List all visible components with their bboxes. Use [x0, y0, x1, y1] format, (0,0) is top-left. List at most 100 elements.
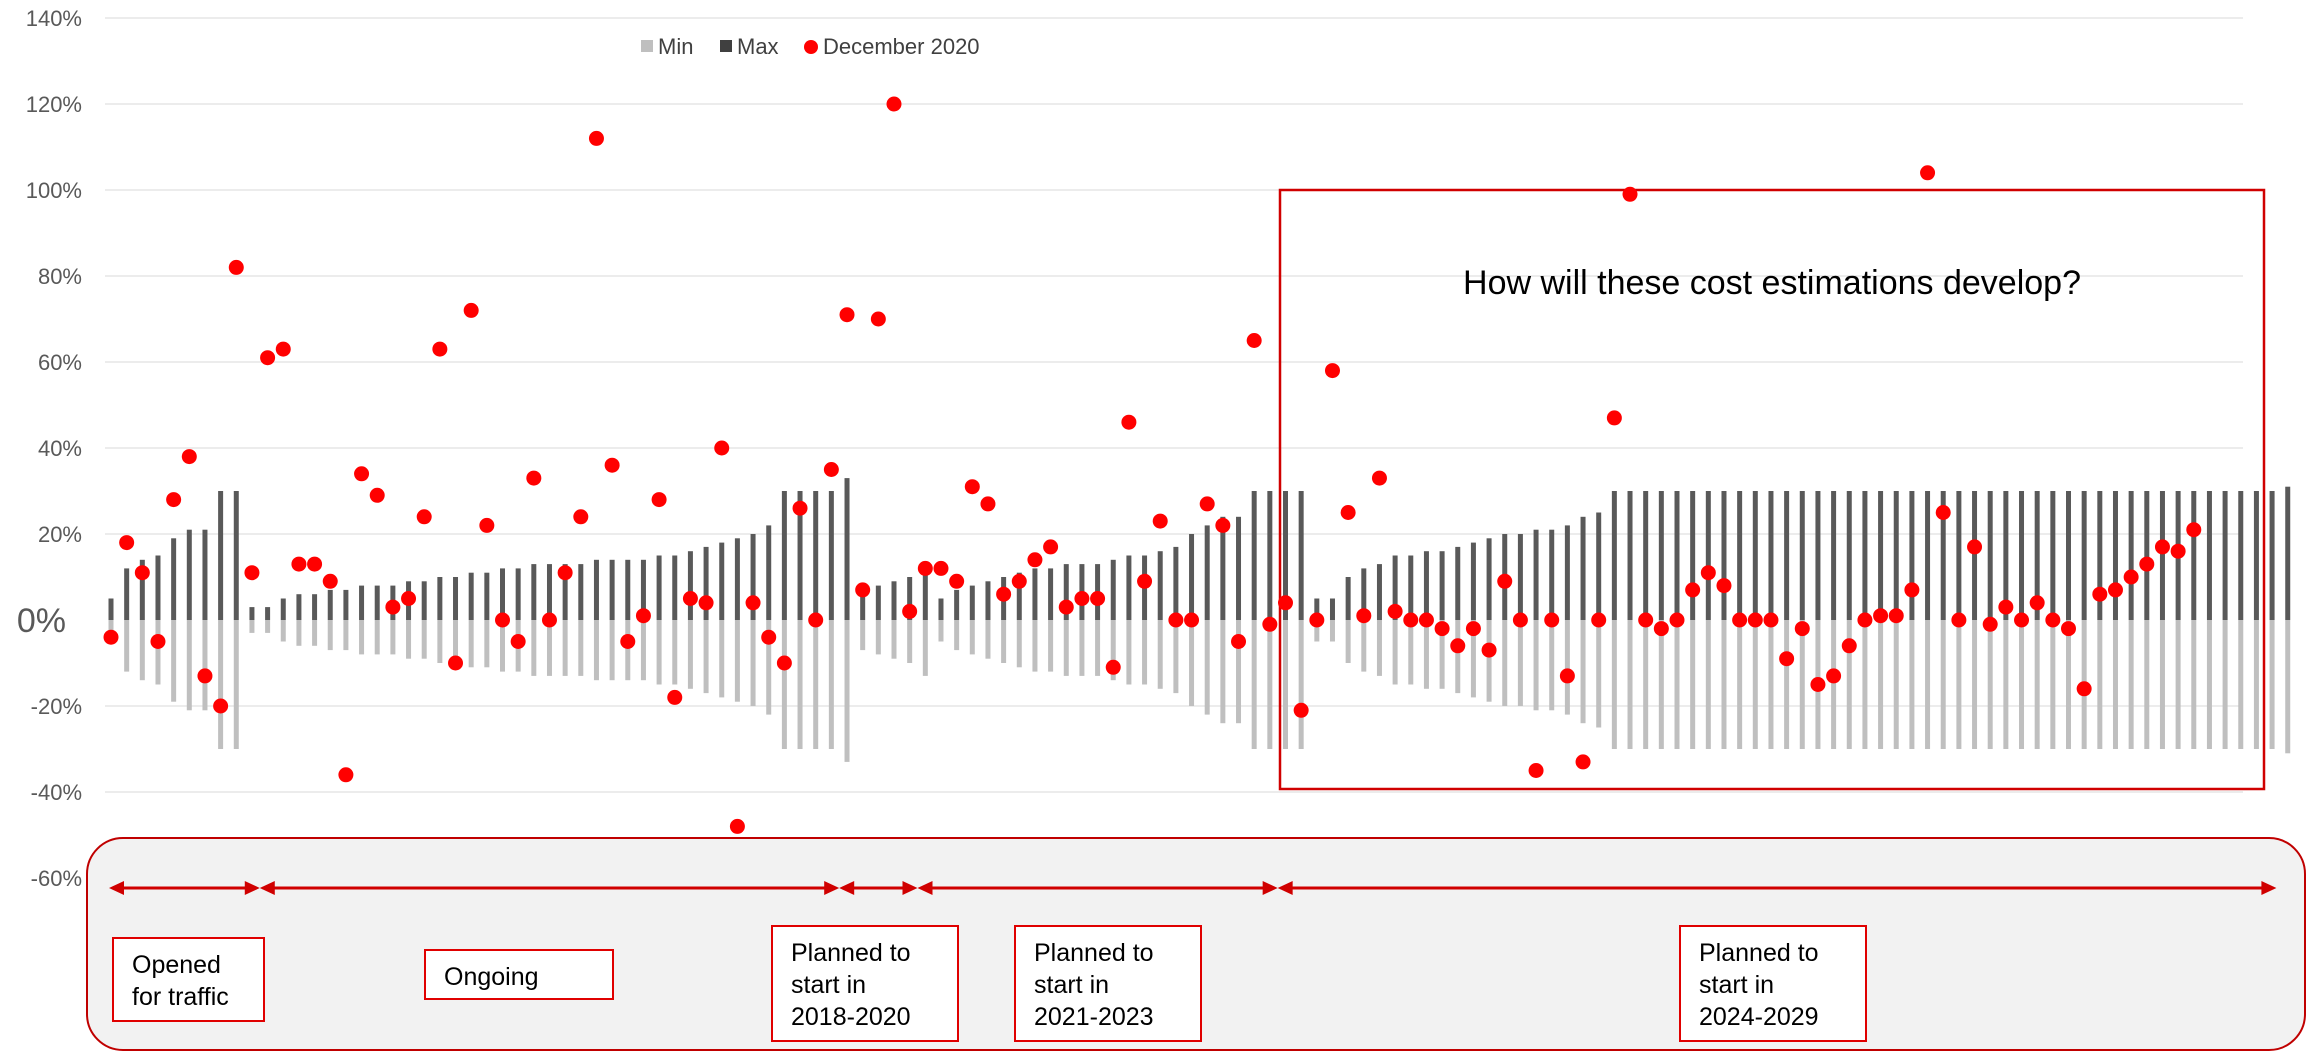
bar-min: [1267, 620, 1273, 749]
bar-min: [1893, 620, 1899, 749]
bar-max: [860, 589, 866, 620]
bar-min: [1110, 620, 1116, 681]
bar-min: [938, 620, 944, 642]
bar-min: [1956, 620, 1962, 749]
bar-min: [1361, 620, 1367, 672]
series-min: [108, 620, 2291, 762]
bar-min: [2112, 620, 2118, 749]
bar-min: [1517, 620, 1523, 706]
bar-max: [2159, 491, 2165, 620]
bar-max: [484, 572, 490, 620]
bar-min: [1455, 620, 1461, 694]
bar-max: [1737, 491, 1743, 620]
bar-max: [1392, 555, 1398, 620]
point-december-2020: [2045, 612, 2061, 628]
point-december-2020: [2061, 621, 2076, 637]
bar-max: [1439, 551, 1445, 620]
bar-min: [1643, 620, 1649, 749]
bar-min: [672, 620, 678, 685]
point-december-2020: [1794, 621, 1810, 637]
point-december-2020: [1622, 186, 1638, 202]
bar-min: [2253, 620, 2259, 749]
point-december-2020: [1184, 612, 1200, 628]
point-december-2020: [526, 470, 542, 486]
bar-max: [1564, 525, 1570, 620]
bar-min: [719, 620, 725, 698]
bar-max: [343, 589, 349, 620]
bar-max: [1408, 555, 1414, 620]
point-december-2020: [213, 698, 229, 714]
point-december-2020: [1168, 612, 1184, 628]
point-december-2020: [495, 612, 510, 628]
point-december-2020: [1246, 333, 1262, 348]
point-december-2020: [338, 767, 354, 783]
bar-max: [1110, 559, 1116, 620]
bar-min: [1549, 620, 1555, 711]
bar-max: [2003, 491, 2009, 620]
bar-max: [2034, 491, 2040, 620]
bar-min: [828, 620, 834, 749]
bar-max: [1721, 491, 1727, 620]
point-december-2020: [1387, 603, 1403, 619]
y-tick-label: 80%: [38, 264, 82, 289]
bar-min: [578, 620, 584, 676]
point-december-2020: [1309, 612, 1325, 628]
phase-label: Planned to start in 2024-2029: [1679, 925, 1867, 1042]
bar-min: [2191, 620, 2197, 749]
phase-arrows: [109, 881, 2277, 895]
bar-min: [2019, 620, 2025, 749]
bar-max: [1909, 491, 1915, 620]
bar-min: [907, 620, 913, 663]
point-december-2020: [1418, 612, 1434, 628]
point-december-2020: [651, 492, 667, 508]
bar-min: [1376, 620, 1382, 676]
bar-max: [1376, 564, 1382, 620]
bar-min: [2159, 620, 2165, 749]
bar-min: [1925, 620, 1931, 749]
point-december-2020: [761, 629, 777, 645]
point-december-2020: [1747, 612, 1763, 628]
bar-max: [296, 594, 302, 620]
bar-max: [2128, 491, 2134, 620]
bar-max: [1314, 598, 1320, 620]
bar-max: [875, 585, 881, 620]
bar-min: [781, 620, 787, 749]
bar-min: [233, 620, 239, 749]
bar-min: [1016, 620, 1022, 668]
bar-min: [1392, 620, 1398, 685]
point-december-2020: [385, 599, 401, 615]
point-december-2020: [1716, 578, 1732, 594]
point-december-2020: [1324, 363, 1340, 379]
bar-max: [1831, 491, 1837, 620]
y-tick-label: 40%: [38, 436, 82, 461]
bar-max: [2238, 491, 2244, 620]
bar-min: [265, 620, 271, 633]
legend-swatch-december-2020: [804, 40, 818, 54]
bar-max: [1893, 491, 1899, 620]
y-tick-label: 0%: [17, 602, 66, 640]
point-december-2020: [1199, 496, 1215, 512]
bar-max: [985, 581, 991, 620]
bar-max: [1157, 551, 1163, 620]
point-december-2020: [369, 487, 385, 503]
bar-max: [922, 564, 928, 620]
bar-max: [1173, 546, 1179, 620]
bar-max: [672, 555, 678, 620]
phase-arrow: [259, 881, 840, 895]
point-december-2020: [1904, 582, 1920, 598]
bar-max: [1329, 598, 1335, 620]
bar-min: [1439, 620, 1445, 689]
bar-max: [2050, 491, 2056, 620]
bar-max: [1204, 525, 1210, 620]
point-december-2020: [996, 586, 1012, 602]
point-december-2020: [620, 634, 636, 649]
bar-max: [766, 525, 772, 620]
bar-min: [249, 620, 255, 633]
bar-max: [1627, 491, 1633, 620]
bar-max: [1251, 491, 1257, 620]
bar-max: [1956, 491, 1962, 620]
bar-min: [1752, 620, 1758, 749]
y-tick-label: -60%: [31, 866, 82, 891]
point-december-2020: [604, 457, 620, 473]
